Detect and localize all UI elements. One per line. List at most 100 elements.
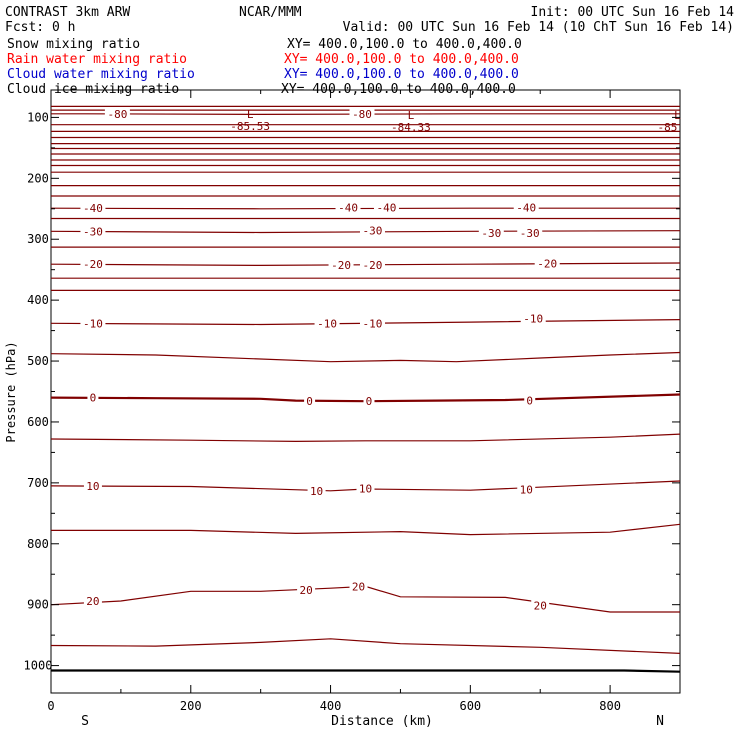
legend-rain-xy: XY= 400.0,100.0 to 400.0,400.0: [284, 52, 519, 67]
contour-label-mask: [80, 225, 106, 238]
x-end-label-north: N: [656, 714, 664, 729]
contour-label-mask: [80, 202, 106, 215]
contour-label-mask: [83, 595, 102, 608]
contour-line: [50, 393, 681, 403]
x-tick-label: 0: [47, 699, 54, 713]
contour-label: -10: [523, 312, 543, 325]
contour-label-mask: [83, 479, 102, 492]
low-value-label: -85.53: [230, 120, 270, 133]
y-tick-label: 700: [27, 476, 49, 490]
contour-label: 20: [352, 580, 365, 593]
contour-label-mask: [531, 599, 550, 612]
y-tick-label: 400: [27, 293, 49, 307]
y-tick-label: 1000: [24, 659, 53, 673]
contour-label-mask: [87, 391, 99, 404]
contour-label: -20: [537, 258, 557, 271]
y-tick-label: 800: [27, 537, 49, 551]
contour-label-mask: [104, 107, 130, 120]
contour-label: -20: [331, 259, 351, 272]
forecast-hour: Fcst: 0 h: [5, 20, 75, 35]
legend-snow-xy: XY= 400.0,100.0 to 400.0,400.0: [287, 37, 522, 52]
contour-label: 20: [299, 584, 312, 597]
init-time: Init: 00 UTC Sun 16 Feb 14: [531, 5, 735, 20]
y-tick-label: 500: [27, 354, 49, 368]
y-tick-label: 900: [27, 598, 49, 612]
contour-label-mask: [534, 257, 560, 270]
contour-label-mask: [297, 584, 316, 597]
contour-label: 10: [520, 484, 533, 497]
contour-label: 0: [366, 395, 373, 408]
legend-cloudwater-xy: XY= 400.0,100.0 to 400.0,400.0: [284, 67, 519, 82]
contour-label: -20: [83, 258, 103, 271]
contour-line: [51, 523, 681, 536]
contour-line: [50, 207, 680, 210]
contour-label-mask: [349, 580, 368, 593]
contour-label: 10: [359, 482, 372, 495]
contour-label-mask: [335, 201, 361, 214]
contour-label-mask: [359, 258, 385, 271]
contour-label-mask: [307, 484, 326, 497]
contour-label: -20: [363, 259, 383, 272]
contour-label-mask: [314, 317, 340, 330]
contour-label-mask: [80, 317, 106, 330]
y-tick-label: 100: [27, 110, 49, 124]
contour-label: -10: [363, 317, 383, 330]
terrain-line: [51, 669, 681, 673]
low-marker: L: [247, 108, 254, 121]
contour-label-mask: [513, 201, 539, 214]
contour-label: -80: [352, 108, 372, 121]
contour-line: [50, 351, 681, 363]
contour-line: [50, 638, 681, 654]
contour-label: -10: [317, 317, 337, 330]
low-marker: L: [408, 109, 415, 122]
contour-line: [50, 585, 680, 613]
valid-time: Valid: 00 UTC Sun 16 Feb 14 (10 ChT Sun …: [343, 20, 734, 35]
legend-cloudwater-label: Cloud water mixing ratio: [7, 67, 195, 82]
contour-label-mask: [524, 394, 536, 407]
y-axis-label: Pressure (hPa): [4, 341, 18, 442]
model-title: CONTRAST 3km ARW: [5, 5, 130, 20]
contour-label-mask: [304, 395, 316, 408]
contour-layer: -80 -80-40 -40 -40 -40-30 -30 -30 -30-20 -20 -20-…: [50, 105, 681, 673]
contour-label-mask: [356, 482, 375, 495]
contour-line: [51, 113, 680, 116]
x-tick-label: 400: [320, 699, 342, 713]
contour-label: -80: [107, 108, 127, 121]
legend-snow-label: Snow mixing ratio: [7, 37, 140, 52]
contour-label: -40: [83, 202, 103, 215]
legend-rain-label: Rain water mixing ratio: [7, 52, 187, 67]
contour-label: 20: [534, 599, 547, 612]
contour-label: -30: [363, 225, 383, 238]
x-tick-label: 800: [599, 699, 621, 713]
contour-label-mask: [373, 201, 399, 214]
contour-label-mask: [328, 258, 354, 271]
y-tick-label: 200: [27, 171, 49, 185]
contour-label: -30: [83, 225, 103, 238]
contour-label-mask: [478, 227, 504, 240]
contour-label: 10: [86, 480, 99, 493]
contour-label-mask: [359, 317, 385, 330]
contour-label: -30: [481, 227, 501, 240]
contour-label-mask: [349, 107, 375, 120]
x-tick-label: 200: [180, 699, 202, 713]
contour-label: -30: [520, 227, 540, 240]
center-title: NCAR/MMM: [239, 5, 302, 20]
contour-line: [50, 480, 681, 492]
y-tick-label: 600: [27, 415, 49, 429]
x-tick-label: 600: [459, 699, 481, 713]
contour-label: -10: [83, 317, 103, 330]
contour-label-mask: [80, 258, 106, 271]
contour-label: -40: [338, 202, 358, 215]
plot-frame: [50, 89, 681, 694]
contour-label: 0: [306, 395, 313, 408]
low-marker: L: [674, 109, 681, 122]
contour-label: 10: [310, 485, 323, 498]
contour-label: 0: [526, 395, 533, 408]
contour-label-mask: [517, 483, 536, 496]
contour-label-mask: [363, 395, 375, 408]
low-value-label: -84.33: [391, 121, 431, 134]
x-end-label-south: S: [81, 714, 89, 729]
contour-line: [50, 433, 681, 443]
